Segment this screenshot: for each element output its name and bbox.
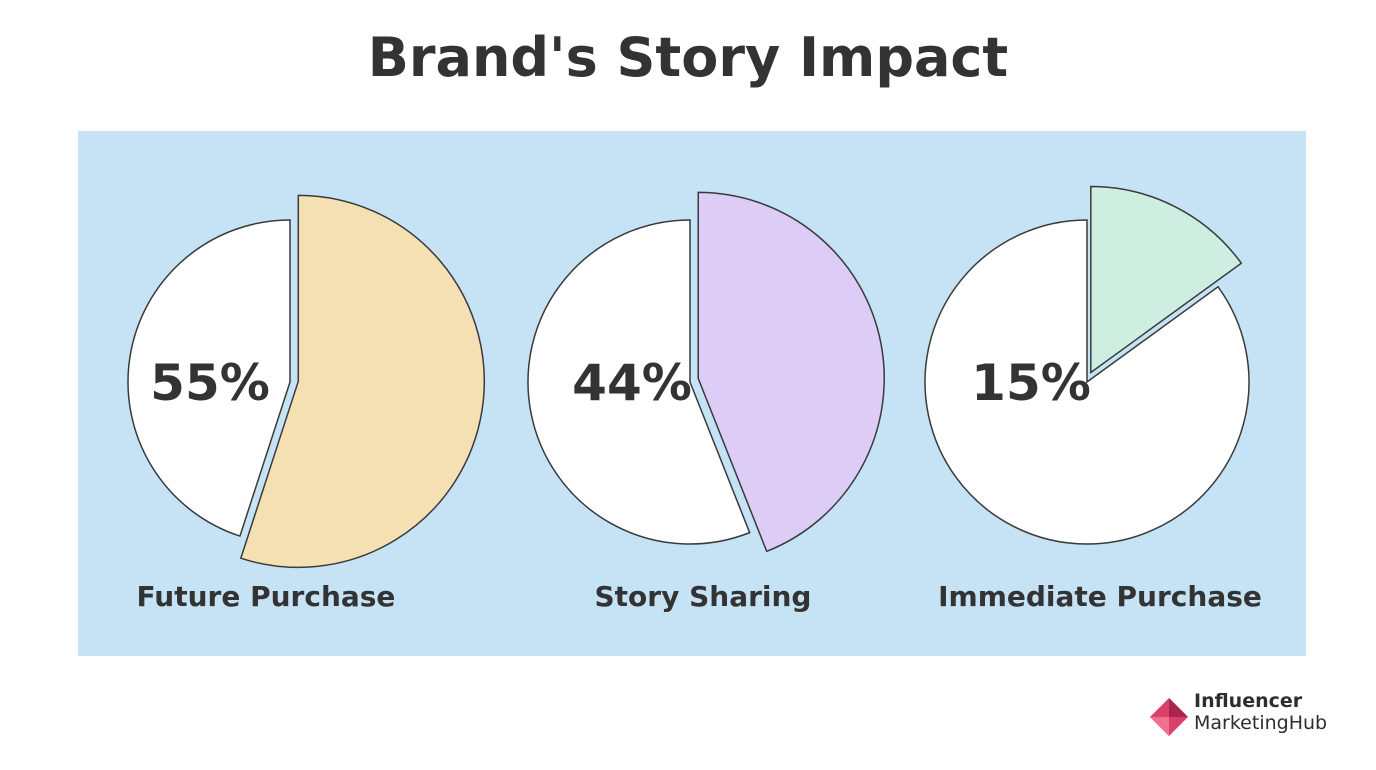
pie-slice-rest	[527, 219, 751, 545]
pie-slice-highlight	[1090, 185, 1243, 374]
pie-slice-highlight	[697, 191, 885, 553]
pie-category-label: Story Sharing	[595, 580, 812, 613]
pie-slice-rest	[127, 219, 291, 538]
chart-title: Brand's Story Impact	[367, 26, 1009, 89]
pie-percentage-label: 44%	[572, 354, 692, 412]
pie-percentage-label: 55%	[150, 354, 270, 412]
diamond-logo-icon	[1150, 698, 1188, 736]
pie-chart-2: 44% Story Sharing	[527, 191, 885, 613]
pie-slice-rest	[924, 219, 1250, 545]
pie-category-label: Future Purchase	[137, 580, 396, 613]
brand-logo: Influencer MarketingHub	[1148, 690, 1358, 742]
logo-text-influencer: Influencer	[1194, 690, 1303, 712]
pie-chart-3: 15% Immediate Purchase	[924, 185, 1262, 613]
pie-category-label: Immediate Purchase	[938, 580, 1262, 613]
logo-text-marketinghub: MarketingHub	[1194, 712, 1328, 734]
pie-slice-highlight	[239, 194, 486, 569]
pie-percentage-label: 15%	[971, 354, 1091, 412]
pie-chart-1: 55% Future Purchase	[127, 194, 486, 613]
